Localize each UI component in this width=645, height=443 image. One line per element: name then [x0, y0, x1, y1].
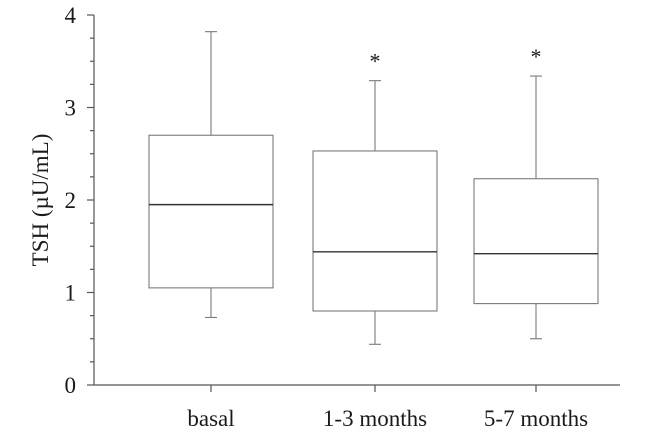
y-tick-label: 1 — [65, 281, 77, 306]
y-tick-label: 0 — [65, 373, 77, 398]
boxes: * * — [148, 31, 599, 345]
y-tick-label: 4 — [65, 3, 77, 28]
x-ticks — [210, 385, 537, 392]
y-ticks: 0 1 2 3 4 — [65, 3, 94, 398]
iqr-box — [312, 150, 438, 312]
iqr-box — [473, 178, 599, 305]
box-1 — [148, 31, 274, 319]
y-tick-label: 2 — [65, 188, 77, 213]
box-2: * — [312, 49, 438, 345]
category-label: 1-3 months — [323, 406, 427, 431]
category-label: basal — [187, 406, 234, 431]
y-axis-title: TSH (µU/mL) — [28, 134, 53, 267]
significance-marker: * — [531, 44, 542, 69]
category-labels: basal 1-3 months 5-7 months — [187, 406, 588, 431]
iqr-box — [148, 134, 274, 289]
category-label: 5-7 months — [484, 406, 588, 431]
significance-marker: * — [370, 49, 381, 74]
box-3: * — [473, 44, 599, 340]
y-tick-label: 3 — [65, 96, 77, 121]
